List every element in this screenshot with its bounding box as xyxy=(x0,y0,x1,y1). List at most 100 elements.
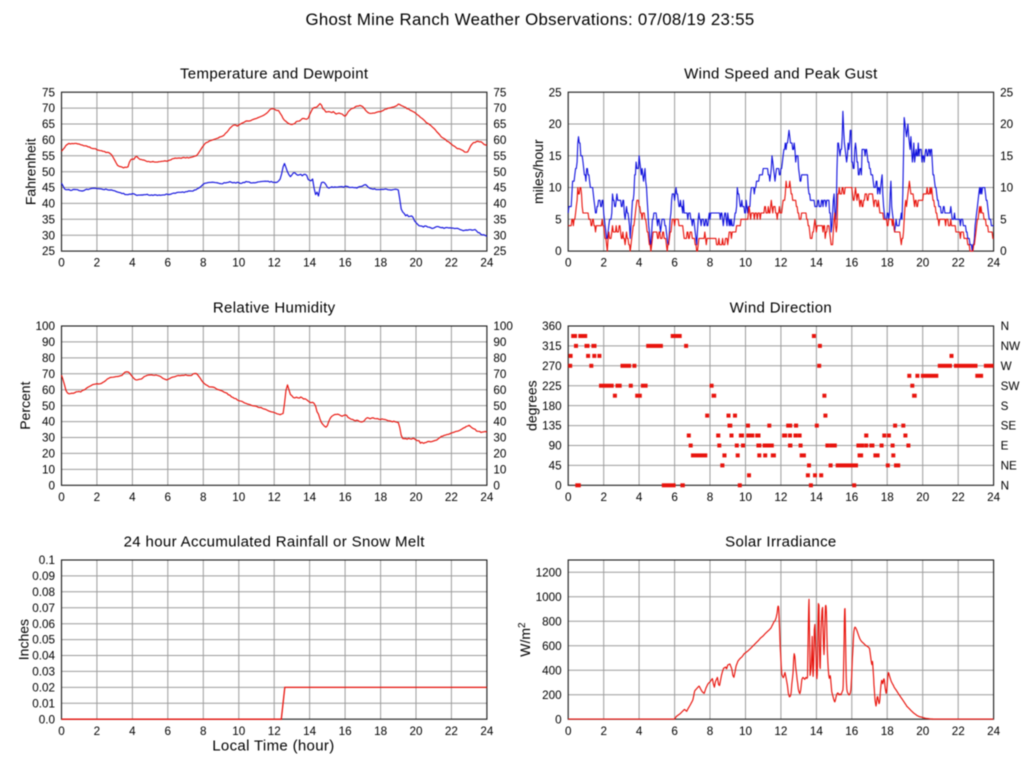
svg-text:60: 60 xyxy=(493,384,507,397)
svg-text:NW: NW xyxy=(1001,340,1020,353)
svg-text:60: 60 xyxy=(42,134,56,147)
svg-text:Local Time (hour): Local Time (hour) xyxy=(212,738,334,755)
svg-text:SW: SW xyxy=(1001,380,1020,393)
svg-text:135: 135 xyxy=(542,420,562,433)
svg-text:degrees: degrees xyxy=(523,380,539,431)
svg-text:270: 270 xyxy=(542,360,562,373)
svg-text:5: 5 xyxy=(555,213,562,226)
svg-text:70: 70 xyxy=(493,368,507,381)
svg-text:0: 0 xyxy=(58,725,65,738)
svg-text:200: 200 xyxy=(542,689,562,702)
svg-text:Relative Humidity: Relative Humidity xyxy=(213,300,336,317)
svg-text:16: 16 xyxy=(339,725,352,738)
svg-text:4: 4 xyxy=(636,257,643,270)
svg-text:0.03: 0.03 xyxy=(32,666,55,679)
svg-text:24: 24 xyxy=(480,725,494,738)
svg-text:14: 14 xyxy=(303,491,317,504)
svg-text:0: 0 xyxy=(48,479,55,492)
svg-text:22: 22 xyxy=(952,725,965,738)
svg-text:50: 50 xyxy=(42,166,56,179)
svg-text:4: 4 xyxy=(129,725,136,738)
svg-text:8: 8 xyxy=(200,725,207,738)
svg-text:0: 0 xyxy=(493,479,500,492)
svg-text:0.09: 0.09 xyxy=(32,570,55,583)
svg-text:0: 0 xyxy=(555,245,562,258)
svg-text:0.04: 0.04 xyxy=(32,650,55,663)
svg-text:0.08: 0.08 xyxy=(32,586,55,599)
svg-text:S: S xyxy=(1001,400,1009,413)
svg-text:0.06: 0.06 xyxy=(32,618,55,631)
svg-text:0.01: 0.01 xyxy=(32,697,55,710)
svg-text:0.05: 0.05 xyxy=(32,634,55,647)
svg-text:40: 40 xyxy=(42,198,56,211)
svg-text:6: 6 xyxy=(671,257,678,270)
svg-text:1000: 1000 xyxy=(536,591,563,604)
svg-text:0: 0 xyxy=(58,491,65,504)
svg-text:20: 20 xyxy=(42,448,56,461)
svg-text:10: 10 xyxy=(739,725,753,738)
svg-text:2: 2 xyxy=(94,725,101,738)
svg-text:65: 65 xyxy=(42,118,56,131)
svg-text:Temperature and Dewpoint: Temperature and Dewpoint xyxy=(180,66,369,83)
svg-text:24: 24 xyxy=(987,257,1001,270)
svg-text:24: 24 xyxy=(987,491,1001,504)
svg-text:0.1: 0.1 xyxy=(39,554,55,567)
svg-text:Fahrenheit: Fahrenheit xyxy=(23,138,39,205)
svg-text:30: 30 xyxy=(493,229,507,242)
svg-text:10: 10 xyxy=(232,491,246,504)
svg-text:Solar Irradiance: Solar Irradiance xyxy=(725,534,837,551)
svg-text:16: 16 xyxy=(845,725,858,738)
svg-text:8: 8 xyxy=(707,491,714,504)
svg-text:2: 2 xyxy=(600,491,607,504)
svg-text:60: 60 xyxy=(42,384,56,397)
svg-text:14: 14 xyxy=(303,257,317,270)
svg-text:60: 60 xyxy=(493,134,507,147)
svg-text:0.02: 0.02 xyxy=(32,682,55,695)
svg-text:16: 16 xyxy=(845,491,858,504)
svg-text:70: 70 xyxy=(42,102,56,115)
svg-text:800: 800 xyxy=(542,615,562,628)
svg-text:360: 360 xyxy=(542,320,562,333)
svg-text:30: 30 xyxy=(42,432,56,445)
svg-text:W/m2: W/m2 xyxy=(517,622,533,657)
svg-text:15: 15 xyxy=(549,150,563,163)
svg-text:22: 22 xyxy=(445,725,458,738)
svg-text:24 hour Accumulated Rainfall o: 24 hour Accumulated Rainfall or Snow Mel… xyxy=(124,534,426,551)
svg-text:16: 16 xyxy=(845,257,858,270)
svg-text:100: 100 xyxy=(35,320,55,333)
svg-text:20: 20 xyxy=(409,257,423,270)
svg-text:20: 20 xyxy=(916,491,930,504)
svg-text:50: 50 xyxy=(42,400,56,413)
svg-text:8: 8 xyxy=(707,725,714,738)
svg-text:315: 315 xyxy=(542,340,562,353)
svg-text:90: 90 xyxy=(493,336,507,349)
svg-text:8: 8 xyxy=(200,491,207,504)
svg-text:Inches: Inches xyxy=(15,619,31,660)
svg-text:180: 180 xyxy=(542,400,562,413)
svg-text:1200: 1200 xyxy=(536,566,563,579)
svg-text:90: 90 xyxy=(549,440,563,453)
svg-text:25: 25 xyxy=(493,245,507,258)
svg-text:4: 4 xyxy=(129,491,136,504)
svg-text:SE: SE xyxy=(1001,420,1017,433)
svg-text:0: 0 xyxy=(555,479,562,492)
svg-text:55: 55 xyxy=(493,150,507,163)
svg-text:0: 0 xyxy=(565,257,572,270)
svg-text:0.07: 0.07 xyxy=(32,602,55,615)
svg-text:0: 0 xyxy=(1000,245,1007,258)
svg-text:18: 18 xyxy=(374,725,387,738)
svg-text:10: 10 xyxy=(232,725,246,738)
svg-text:30: 30 xyxy=(493,432,507,445)
svg-text:E: E xyxy=(1001,440,1009,453)
svg-text:100: 100 xyxy=(493,320,513,333)
svg-text:400: 400 xyxy=(542,664,562,677)
svg-text:20: 20 xyxy=(409,725,423,738)
svg-text:10: 10 xyxy=(232,257,246,270)
svg-text:10: 10 xyxy=(42,464,56,477)
svg-text:35: 35 xyxy=(493,213,507,226)
svg-text:35: 35 xyxy=(42,213,56,226)
svg-text:14: 14 xyxy=(303,725,317,738)
svg-text:75: 75 xyxy=(42,86,56,99)
svg-text:25: 25 xyxy=(1000,86,1014,99)
svg-text:0: 0 xyxy=(555,713,562,726)
